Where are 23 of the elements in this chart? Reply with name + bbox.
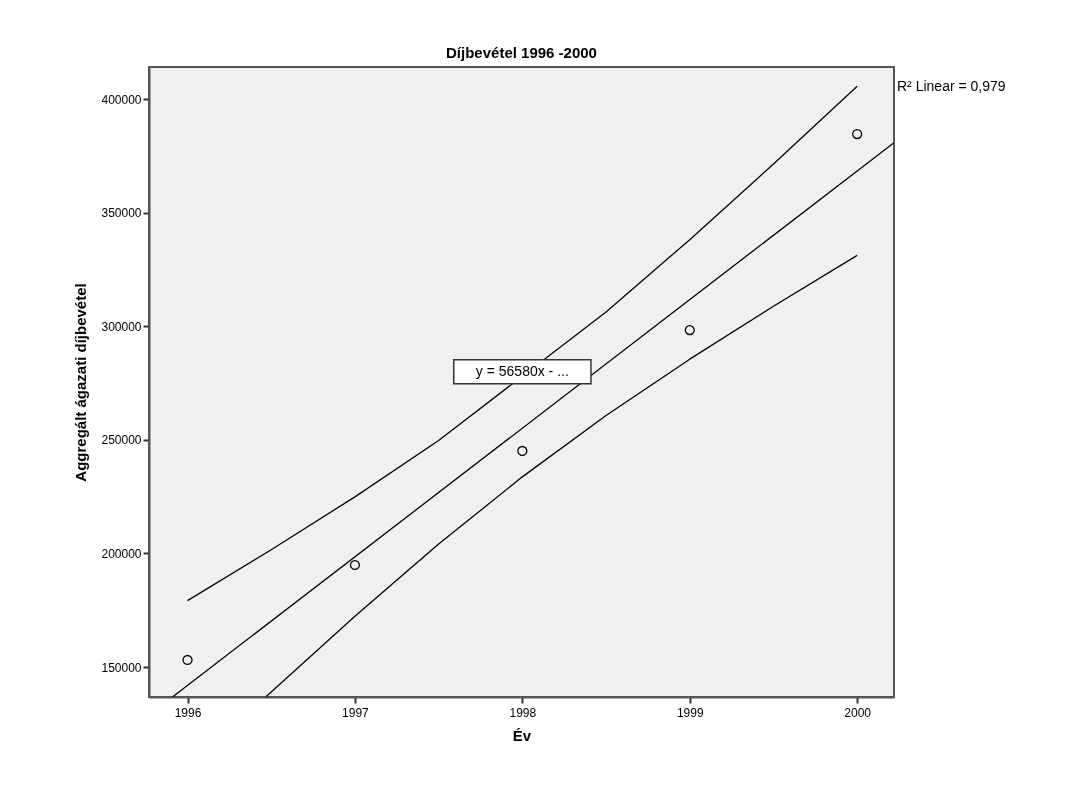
x-tick-label: 1999 (676, 705, 704, 720)
y-tick-label: 350000 (101, 206, 142, 221)
y-axis-title: Aggregált ágazati díjbevétel (72, 283, 90, 482)
point (349, 559, 361, 571)
line-series (186, 85, 858, 602)
y-tick-label: 400000 (101, 92, 142, 107)
annotation: y = 56580x - ... (475, 362, 569, 379)
x-tick-label: 2000 (844, 705, 872, 720)
x-tick-label: 1998 (509, 705, 537, 720)
point (182, 654, 193, 666)
x-tick-label: 1996 (174, 705, 202, 720)
line-series (265, 254, 858, 697)
chart-title: Díjbevétel 1996 -2000 (446, 44, 597, 61)
y-tick-label: 250000 (101, 433, 142, 448)
y-tick-label: 150000 (101, 660, 142, 675)
y-tick-label: 200000 (101, 546, 142, 561)
x-axis-title: Év (512, 726, 532, 744)
point (684, 324, 695, 336)
point (517, 445, 528, 457)
y-tick-label: 300000 (101, 319, 142, 334)
x-tick-label: 1997 (342, 705, 370, 720)
point (852, 128, 863, 140)
text: R² Linear = 0,979 (897, 78, 1006, 94)
